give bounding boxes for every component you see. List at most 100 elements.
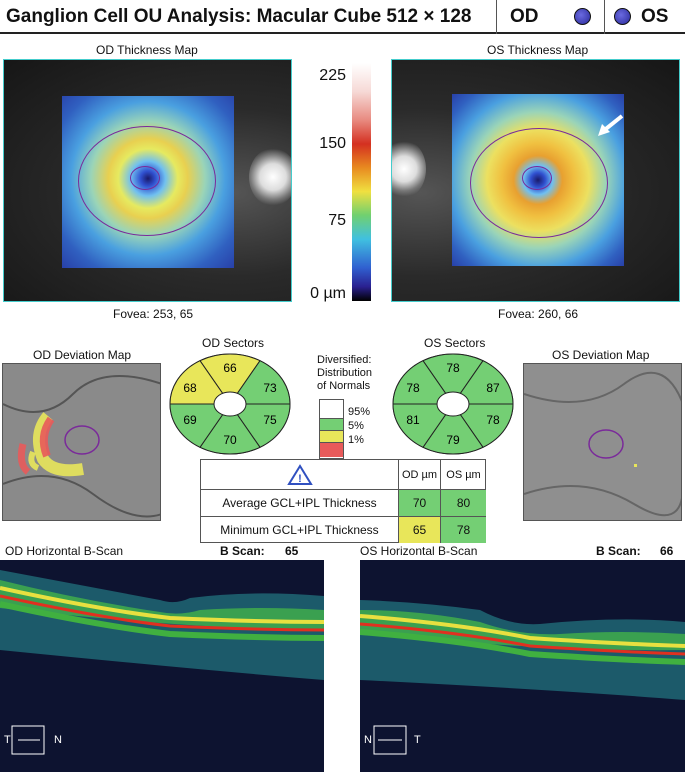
od-orient-left: T xyxy=(4,734,11,746)
os-thickness-overlay xyxy=(452,94,624,266)
legend-swatches xyxy=(319,399,344,459)
os-sector-upper-left: 78 xyxy=(406,381,420,395)
warning-triangle-icon: ! xyxy=(286,463,313,485)
table-header-warning: ! xyxy=(201,460,399,490)
os-sector-lower-left: 81 xyxy=(406,413,420,427)
page-title: Ganglion Cell OU Analysis: Macular Cube … xyxy=(6,6,472,27)
legend-title-line: Diversified: xyxy=(317,354,372,366)
header-divider xyxy=(604,0,605,34)
table-cell-od: 70 xyxy=(399,490,441,517)
od-sector-bottom: 70 xyxy=(223,433,237,447)
sector-wedge xyxy=(422,353,484,405)
legend-level: 5% xyxy=(348,420,364,432)
od-thickness-overlay xyxy=(62,96,234,268)
arrow-icon xyxy=(598,114,624,136)
od-orient-right: N xyxy=(54,734,62,746)
legend-title-line: Distribution xyxy=(317,367,373,379)
table-row-label: Minimum GCL+IPL Thickness xyxy=(201,517,399,543)
os-bscan-title: OS Horizontal B-Scan xyxy=(360,544,478,558)
os-label: OS xyxy=(641,6,669,27)
sector-wedge xyxy=(169,360,231,405)
os-bscan-label: B Scan: xyxy=(596,544,641,558)
sector-wedge xyxy=(422,403,484,455)
od-sector-upper-right: 73 xyxy=(263,381,277,395)
os-sector-wheel: 78 78 87 81 78 79 xyxy=(392,353,514,455)
os-deviation-overlay xyxy=(524,371,681,517)
legend-level: 95% xyxy=(348,406,371,418)
legend-level: 1% xyxy=(348,434,364,446)
os-bscan-layers xyxy=(360,600,685,755)
os-thickness-map-title: OS Thickness Map xyxy=(487,43,589,57)
gcl-ipl-table: ! OD µm OS µm Average GCL+IPL Thickness … xyxy=(200,459,486,543)
od-deviation-map-title: OD Deviation Map xyxy=(33,348,132,362)
od-label: OD xyxy=(510,6,539,27)
od-sector-lower-right: 75 xyxy=(263,413,277,427)
os-dot-icon xyxy=(614,8,631,25)
table-row-label: Average GCL+IPL Thickness xyxy=(201,490,399,517)
os-sector-upper-right: 87 xyxy=(486,381,500,395)
svg-text:!: ! xyxy=(298,473,302,485)
optic-disc xyxy=(392,140,426,198)
os-sector-lower-right: 78 xyxy=(486,413,500,427)
legend-swatch-green xyxy=(320,419,343,431)
inner-ellipse xyxy=(130,166,160,190)
legend-title-line: of Normals xyxy=(317,380,371,392)
os-deviation-map xyxy=(523,363,682,521)
od-sector-lower-left: 69 xyxy=(183,413,197,427)
scale-label: 225 xyxy=(319,67,346,84)
table-cell-os: 78 xyxy=(441,517,486,543)
od-sector-upper-left: 68 xyxy=(183,381,197,395)
od-bscan-image: T N xyxy=(0,560,324,772)
outer-ellipse xyxy=(78,126,216,236)
sector-wedge xyxy=(452,403,514,448)
sector-wedge xyxy=(392,360,454,405)
sector-wedge xyxy=(229,360,291,405)
table-col-os: OS µm xyxy=(441,460,486,490)
od-thickness-map xyxy=(3,59,292,302)
od-sectors-title: OD Sectors xyxy=(202,336,265,350)
scale-label: 150 xyxy=(319,135,346,152)
os-sectors-title: OS Sectors xyxy=(424,336,486,350)
os-orient-left: N xyxy=(364,734,372,746)
os-sector-top: 78 xyxy=(446,361,460,375)
od-thickness-map-title: OD Thickness Map xyxy=(96,43,198,57)
sector-wedge xyxy=(169,403,231,448)
header-bar: Ganglion Cell OU Analysis: Macular Cube … xyxy=(0,0,685,34)
scale-label: 0 µm xyxy=(310,285,346,302)
table-col-od: OD µm xyxy=(399,460,441,490)
sector-wedge xyxy=(229,403,291,448)
table-cell-os: 80 xyxy=(441,490,486,517)
sector-wedge xyxy=(199,353,261,405)
legend-swatch-yellow xyxy=(320,431,343,443)
legend-title: Diversified: Distribution of Normals xyxy=(317,354,372,393)
inner-ellipse xyxy=(522,166,552,190)
os-orient-right: T xyxy=(414,734,421,746)
od-fovea-label: Fovea: 253, 65 xyxy=(113,307,194,321)
od-bscan-label: B Scan: xyxy=(220,544,265,558)
sector-wedge xyxy=(199,403,261,455)
od-bscan-title: OD Horizontal B-Scan xyxy=(5,544,124,558)
table-cell-od: 65 xyxy=(399,517,441,543)
od-deviation-overlay xyxy=(3,375,160,518)
os-bscan-number: 66 xyxy=(660,544,674,558)
legend-swatch-white xyxy=(320,400,343,419)
outer-ellipse xyxy=(470,128,608,238)
color-scale-bar xyxy=(352,63,371,301)
os-bscan-image: N T xyxy=(360,560,685,772)
optic-disc xyxy=(249,148,291,206)
od-bscan-layers xyxy=(0,570,324,755)
od-dot-icon xyxy=(574,8,591,25)
legend-swatch-red xyxy=(320,443,343,457)
os-fovea-label: Fovea: 260, 66 xyxy=(498,307,579,321)
os-thickness-map xyxy=(391,59,680,302)
od-bscan-number: 65 xyxy=(285,544,299,558)
os-deviation-map-title: OS Deviation Map xyxy=(552,348,650,362)
od-sector-wheel: 66 68 73 69 75 70 xyxy=(169,353,291,455)
sector-wedge xyxy=(392,403,454,448)
od-sector-top: 66 xyxy=(223,361,237,375)
header-divider xyxy=(496,0,497,34)
sector-wedge xyxy=(452,360,514,405)
os-sector-bottom: 79 xyxy=(446,433,460,447)
od-deviation-map xyxy=(2,363,161,521)
scale-label: 75 xyxy=(328,212,346,229)
